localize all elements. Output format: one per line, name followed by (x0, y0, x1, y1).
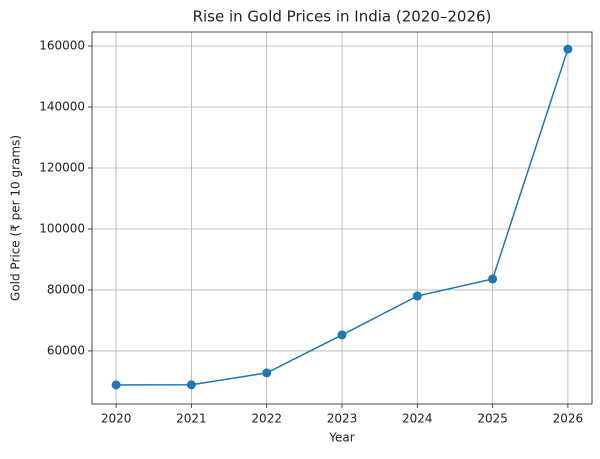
y-tick-label: 160000 (39, 39, 85, 53)
y-tick-label: 120000 (39, 160, 85, 174)
point (111, 380, 121, 390)
point (186, 380, 196, 390)
x-tick-label: 2025 (477, 412, 508, 426)
y-tick-label: 140000 (39, 100, 85, 114)
y-tick-label: 60000 (47, 343, 85, 357)
x-tick-label: 2021 (176, 412, 207, 426)
x-tick-label: 2023 (327, 412, 358, 426)
x-tick-label: 2024 (402, 412, 433, 426)
chart-title: Rise in Gold Prices in India (2020–2026) (193, 8, 492, 26)
point (412, 291, 422, 301)
point (563, 44, 573, 54)
y-axis-label: Gold Price (₹ per 10 grams) (9, 135, 23, 301)
y-tick-label: 80000 (47, 282, 85, 296)
y-tick-label: 100000 (39, 221, 85, 235)
plot-frame (91, 31, 593, 405)
x-tick-label: 2020 (101, 412, 132, 426)
point (337, 330, 347, 340)
x-tick-label: 2022 (251, 412, 282, 426)
point (488, 274, 498, 284)
x-tick-label: 2026 (553, 412, 584, 426)
point (262, 368, 272, 378)
x-axis-label: Year (328, 431, 354, 445)
